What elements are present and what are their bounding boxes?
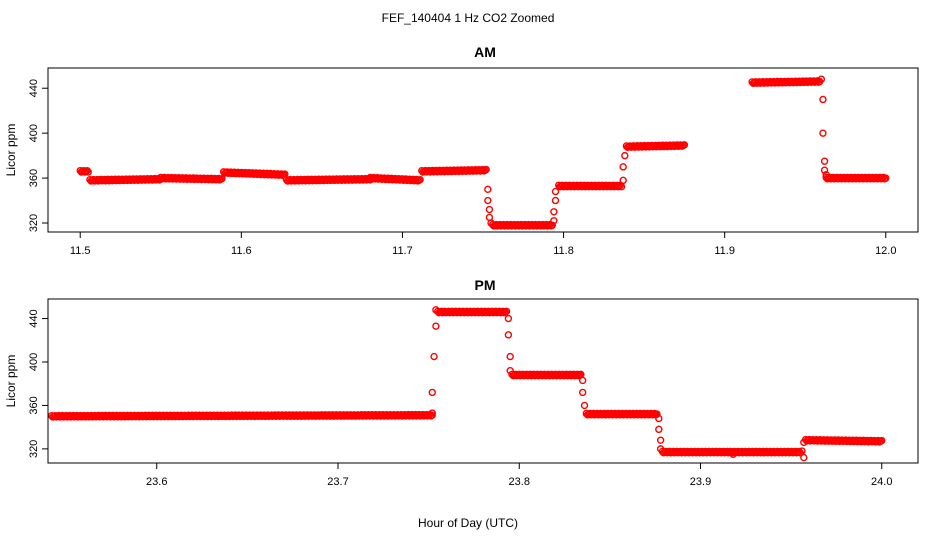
am-data-point xyxy=(820,166,829,174)
figure-title: FEF_140404 1 Hz CO2 Zoomed xyxy=(382,11,555,25)
pm-data-point xyxy=(798,447,806,455)
am-data-point xyxy=(882,174,890,182)
am-y-axis: 320 360 400 440 xyxy=(28,79,48,232)
am-y-tick-label: 400 xyxy=(28,124,40,142)
pm-data-point xyxy=(432,306,440,314)
pm-data-points xyxy=(47,306,886,462)
pm-y-axis: 320 360 400 440 xyxy=(28,309,48,458)
am-x-axis: 11.5 11.6 11.7 11.8 11.9 12.0 xyxy=(70,232,896,257)
pm-x-tick-label: 23.9 xyxy=(690,476,711,488)
pm-data-point xyxy=(729,450,737,459)
pm-data-point xyxy=(800,453,808,462)
pm-data-point xyxy=(502,307,511,316)
pm-data-point xyxy=(432,322,440,330)
am-data-point xyxy=(83,166,91,175)
pm-data-point xyxy=(504,314,513,323)
pm-data-point xyxy=(506,352,514,361)
pm-data-point xyxy=(578,388,587,397)
pm-x-tick-label: 23.8 xyxy=(509,476,530,488)
am-data-point xyxy=(621,151,629,160)
pm-y-tick-label: 360 xyxy=(28,396,40,414)
am-data-point xyxy=(485,205,494,214)
am-data-point xyxy=(484,196,492,205)
am-data-point xyxy=(819,129,827,137)
pm-y-tick-label: 440 xyxy=(28,309,40,327)
am-x-tick-label: 11.9 xyxy=(714,245,735,257)
pm-data-point xyxy=(430,352,438,361)
am-y-tick-label: 440 xyxy=(28,79,40,97)
am-data-point xyxy=(680,141,689,149)
am-data-point xyxy=(619,176,627,185)
pm-data-point xyxy=(878,436,886,445)
am-x-tick-label: 11.6 xyxy=(231,245,252,257)
am-data-point xyxy=(550,208,558,216)
am-data-point xyxy=(819,95,827,104)
am-data-point xyxy=(550,217,558,225)
am-data-point xyxy=(551,196,560,205)
am-data-point xyxy=(487,219,495,227)
am-x-tick-label: 11.8 xyxy=(553,245,574,257)
pm-data-point xyxy=(795,447,803,456)
pm-panel: PM 23.6 23.7 23.8 23.9 24.0 320 360 400 440 Lic… xyxy=(4,277,919,488)
pm-data-point xyxy=(655,414,663,423)
am-x-tick-label: 11.7 xyxy=(392,245,413,257)
pm-x-axis: 23.6 23.7 23.8 23.9 24.0 xyxy=(146,463,892,488)
am-data-point xyxy=(817,75,826,83)
pm-data-point xyxy=(653,410,661,418)
pm-y-axis-label: Licor ppm xyxy=(4,355,18,408)
am-y-tick-label: 320 xyxy=(28,214,40,232)
pm-data-point xyxy=(656,436,665,444)
pm-data-point xyxy=(580,401,589,410)
am-data-points xyxy=(76,75,890,230)
am-x-tick-label: 11.5 xyxy=(70,245,91,257)
am-data-point xyxy=(822,171,830,179)
pm-x-tick-label: 23.7 xyxy=(327,476,348,488)
pm-data-point xyxy=(656,445,665,453)
pm-data-point xyxy=(796,449,804,457)
pm-x-tick-label: 24.0 xyxy=(871,476,892,488)
am-data-point xyxy=(551,187,560,196)
x-axis-label: Hour of Day (UTC) xyxy=(418,516,518,530)
pm-data-point xyxy=(578,376,587,385)
am-y-tick-label: 360 xyxy=(28,169,40,187)
am-x-tick-label: 12.0 xyxy=(875,245,896,257)
pm-y-tick-label: 320 xyxy=(28,440,40,458)
am-data-point xyxy=(84,168,92,176)
am-data-point xyxy=(416,175,424,184)
pm-data-point xyxy=(428,388,436,397)
pm-x-tick-label: 23.6 xyxy=(146,476,167,488)
am-panel-title: AM xyxy=(474,44,496,60)
am-y-axis-label: Licor ppm xyxy=(4,124,18,177)
pm-panel-title: PM xyxy=(475,277,496,293)
am-data-point xyxy=(548,221,556,229)
am-data-point xyxy=(484,185,492,194)
am-panel: AM 11.5 11.6 11.7 11.8 11.9 12.0 320 360 400 440… xyxy=(4,44,919,257)
am-data-point xyxy=(619,163,627,171)
pm-data-point xyxy=(506,366,514,375)
pm-plot-frame xyxy=(47,298,919,464)
pm-data-point xyxy=(428,409,436,417)
am-data-point xyxy=(482,165,490,174)
pm-data-point xyxy=(428,411,436,419)
pm-data-point xyxy=(800,438,808,447)
pm-data-point xyxy=(655,425,663,434)
pm-y-tick-label: 400 xyxy=(28,353,40,371)
am-plot-frame xyxy=(47,67,919,233)
pm-data-point xyxy=(504,331,513,339)
am-data-point xyxy=(820,157,829,165)
